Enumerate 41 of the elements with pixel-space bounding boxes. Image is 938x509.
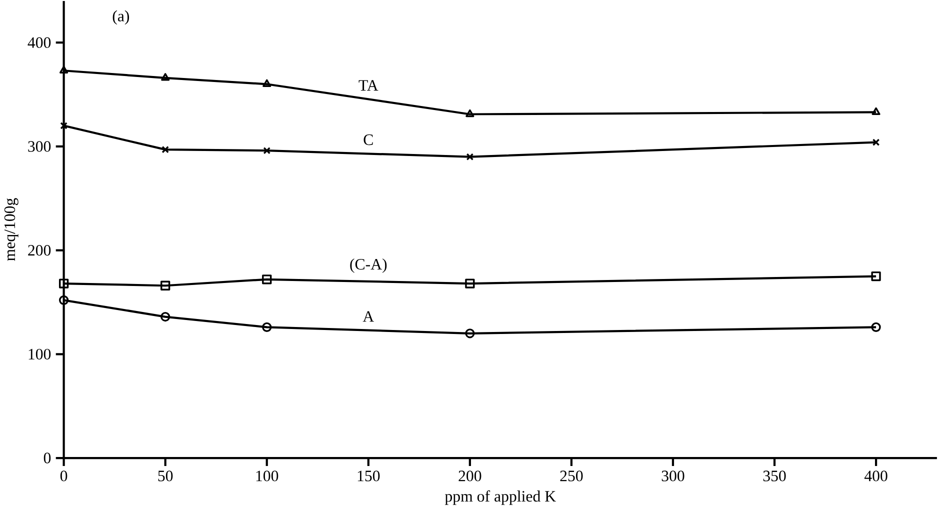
- x-tick-label: 100: [256, 470, 278, 482]
- point: [58, 295, 69, 305]
- point: [263, 146, 271, 154]
- point: [871, 271, 881, 281]
- x-tick-label: 250: [560, 470, 583, 482]
- series-label: TA: [358, 80, 378, 90]
- point: [161, 72, 170, 81]
- point: [262, 274, 272, 284]
- point: [58, 278, 69, 288]
- point: [262, 322, 272, 332]
- point: [262, 79, 272, 87]
- x-tick-label: 200: [458, 470, 482, 482]
- series-label: (C-A): [350, 258, 387, 273]
- point: [466, 153, 474, 160]
- x-tick-label: 350: [763, 470, 786, 482]
- x-tick-label: 0: [60, 470, 68, 482]
- point: [466, 109, 474, 117]
- point: [160, 280, 170, 290]
- x-tick-label: 50: [158, 470, 173, 482]
- point: [60, 122, 68, 130]
- text: (a): [112, 10, 130, 24]
- y-tick-label: 100: [28, 348, 51, 360]
- x-axis-title: ppm of applied K: [444, 490, 556, 505]
- x-tick-label: 400: [864, 470, 888, 482]
- point: [872, 107, 880, 115]
- point: [60, 66, 68, 74]
- series-label: A: [362, 311, 374, 322]
- point: [465, 328, 475, 338]
- y-tick-label: 200: [28, 244, 51, 256]
- y-tick-label: 300: [28, 140, 51, 152]
- series-label: C: [364, 134, 373, 145]
- point: [465, 278, 475, 288]
- point: [160, 312, 170, 322]
- point: [871, 322, 881, 332]
- point: [162, 146, 169, 154]
- point: [872, 138, 880, 146]
- y-tick-label: 400: [28, 37, 51, 48]
- x-tick-label: 150: [358, 470, 380, 482]
- x-tick-label: 300: [662, 470, 684, 482]
- y-axis-title: meq/100g: [4, 198, 18, 261]
- y-tick-label: 0: [44, 452, 51, 464]
